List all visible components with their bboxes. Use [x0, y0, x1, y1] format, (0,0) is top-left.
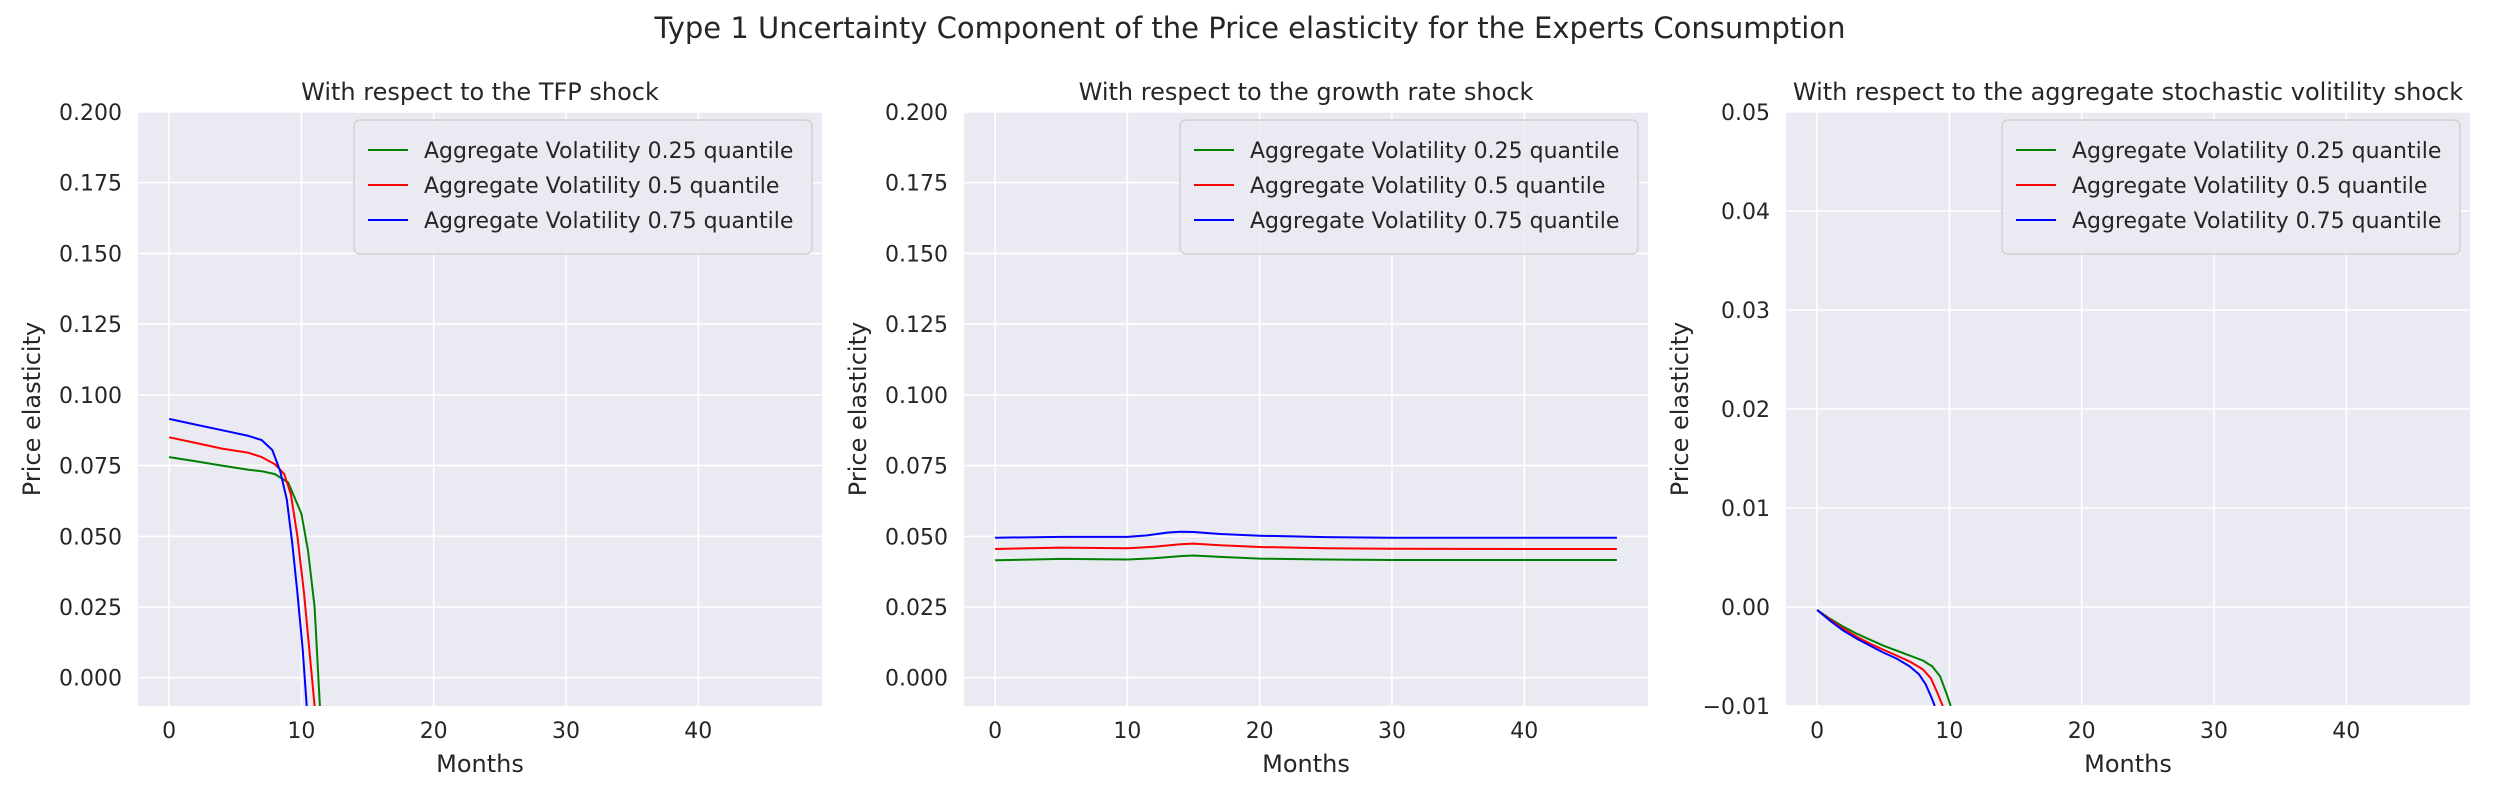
chart-panel-1: 0.000 0.025 0.050 0.075 0.100 0.125 0.150 0.175… — [18, 78, 822, 778]
y-axis-label: Price elasticity — [18, 322, 46, 496]
y-tick-label: 0.075 — [59, 455, 122, 480]
legend-label: Aggregate Volatility 0.75 quantile — [1250, 209, 1619, 234]
y-tick-label: 0.150 — [59, 242, 122, 267]
y-tick-label: 0.125 — [59, 313, 122, 338]
y-tick-label: 0.050 — [59, 525, 122, 550]
panel-title: With respect to the TFP shock — [301, 78, 659, 106]
series-line-q75 — [168, 417, 308, 706]
legend-label: Aggregate Volatility 0.5 quantile — [424, 174, 779, 199]
legend-label: Aggregate Volatility 0.25 quantile — [424, 139, 793, 164]
y-tick-label: 0.075 — [885, 455, 948, 480]
legend: Aggregate Volatility 0.25 quantile Aggreg… — [2001, 119, 2461, 255]
figure-title: Type 1 Uncertainty Component of the Pric… — [654, 11, 1846, 45]
y-tick-label: 0.125 — [885, 313, 948, 338]
series-line-q75 — [995, 530, 1617, 539]
panel-title: With respect to the aggregate stochastic… — [1793, 78, 2463, 106]
x-axis-label: Months — [1262, 750, 1350, 778]
legend-label: Aggregate Volatility 0.75 quantile — [2072, 209, 2441, 234]
x-tick-label: 30 — [552, 719, 580, 744]
y-tick-label: 0.200 — [59, 101, 122, 126]
y-tick-label: 0.00 — [1721, 596, 1770, 621]
x-tick-label: 0 — [1810, 719, 1824, 744]
y-tick-label: 0.000 — [59, 667, 122, 692]
y-tick-label: 0.175 — [59, 172, 122, 197]
x-tick-label: 40 — [1510, 719, 1538, 744]
chart-panel-2: 0.000 0.025 0.050 0.075 0.100 0.125 0.150 0.175… — [844, 78, 1648, 778]
y-tick-label: 0.000 — [885, 667, 948, 692]
x-tick-label: 40 — [2332, 719, 2360, 744]
legend-label: Aggregate Volatility 0.25 quantile — [2072, 139, 2441, 164]
panel-title: With respect to the growth rate shock — [1079, 78, 1534, 106]
x-axis-label: Months — [2084, 750, 2172, 778]
x-tick-label: 20 — [1246, 719, 1274, 744]
y-tick-label: 0.100 — [885, 384, 948, 409]
series-line-q25 — [995, 554, 1617, 562]
y-tick-label: 0.03 — [1721, 299, 1770, 324]
x-tick-label: 20 — [2068, 719, 2096, 744]
series-lines — [1816, 609, 1952, 706]
legend: Aggregate Volatility 0.25 quantile Aggreg… — [353, 119, 813, 255]
x-tick-label: 30 — [2200, 719, 2228, 744]
y-tick-label: 0.025 — [885, 596, 948, 621]
x-tick-label: 10 — [287, 719, 315, 744]
legend: Aggregate Volatility 0.25 quantile Aggreg… — [1179, 119, 1639, 255]
x-axis-label: Months — [436, 750, 524, 778]
legend-box — [2001, 119, 2461, 255]
series-line-q25 — [1816, 609, 1952, 706]
series-line-q50 — [1816, 609, 1944, 706]
y-tick-label: 0.050 — [885, 525, 948, 550]
y-tick-label: −0.01 — [1703, 695, 1770, 720]
series-lines — [168, 417, 321, 706]
x-tick-label: 10 — [1935, 719, 1963, 744]
y-axis-label: Price elasticity — [844, 322, 872, 496]
legend-label: Aggregate Volatility 0.5 quantile — [1250, 174, 1605, 199]
y-tick-label: 0.04 — [1721, 200, 1770, 225]
legend-label: Aggregate Volatility 0.75 quantile — [424, 209, 793, 234]
x-tick-label: 0 — [162, 719, 176, 744]
series-line-q25 — [168, 456, 321, 706]
x-tick-label: 10 — [1113, 719, 1141, 744]
y-tick-label: 0.200 — [885, 101, 948, 126]
legend-label: Aggregate Volatility 0.25 quantile — [1250, 139, 1619, 164]
x-tick-label: 30 — [1378, 719, 1406, 744]
y-tick-label: 0.175 — [885, 172, 948, 197]
y-tick-label: 0.05 — [1721, 101, 1770, 126]
series-line-q75 — [1816, 609, 1936, 706]
chart-panels: 0.0000.0250.0500.0750.1000.1250.1500.175… — [18, 78, 2470, 778]
legend-box — [353, 119, 813, 255]
y-tick-label: 0.02 — [1721, 398, 1770, 423]
y-tick-label: 0.01 — [1721, 497, 1770, 522]
y-tick-label: 0.100 — [59, 384, 122, 409]
legend-label: Aggregate Volatility 0.5 quantile — [2072, 174, 2427, 199]
y-tick-label: 0.025 — [59, 596, 122, 621]
y-tick-label: 0.150 — [885, 242, 948, 267]
x-tick-label: 0 — [988, 719, 1002, 744]
x-tick-label: 20 — [420, 719, 448, 744]
series-lines — [995, 530, 1617, 562]
chart-panel-3: −0.01 0.00 0.01 0.02 0.03 0.04 0.05 0 10 20 30 40 Mo… — [1666, 78, 2470, 778]
x-tick-label: 40 — [684, 719, 712, 744]
y-axis-label: Price elasticity — [1666, 322, 1694, 496]
legend-box — [1179, 119, 1639, 255]
series-line-q50 — [995, 542, 1617, 550]
